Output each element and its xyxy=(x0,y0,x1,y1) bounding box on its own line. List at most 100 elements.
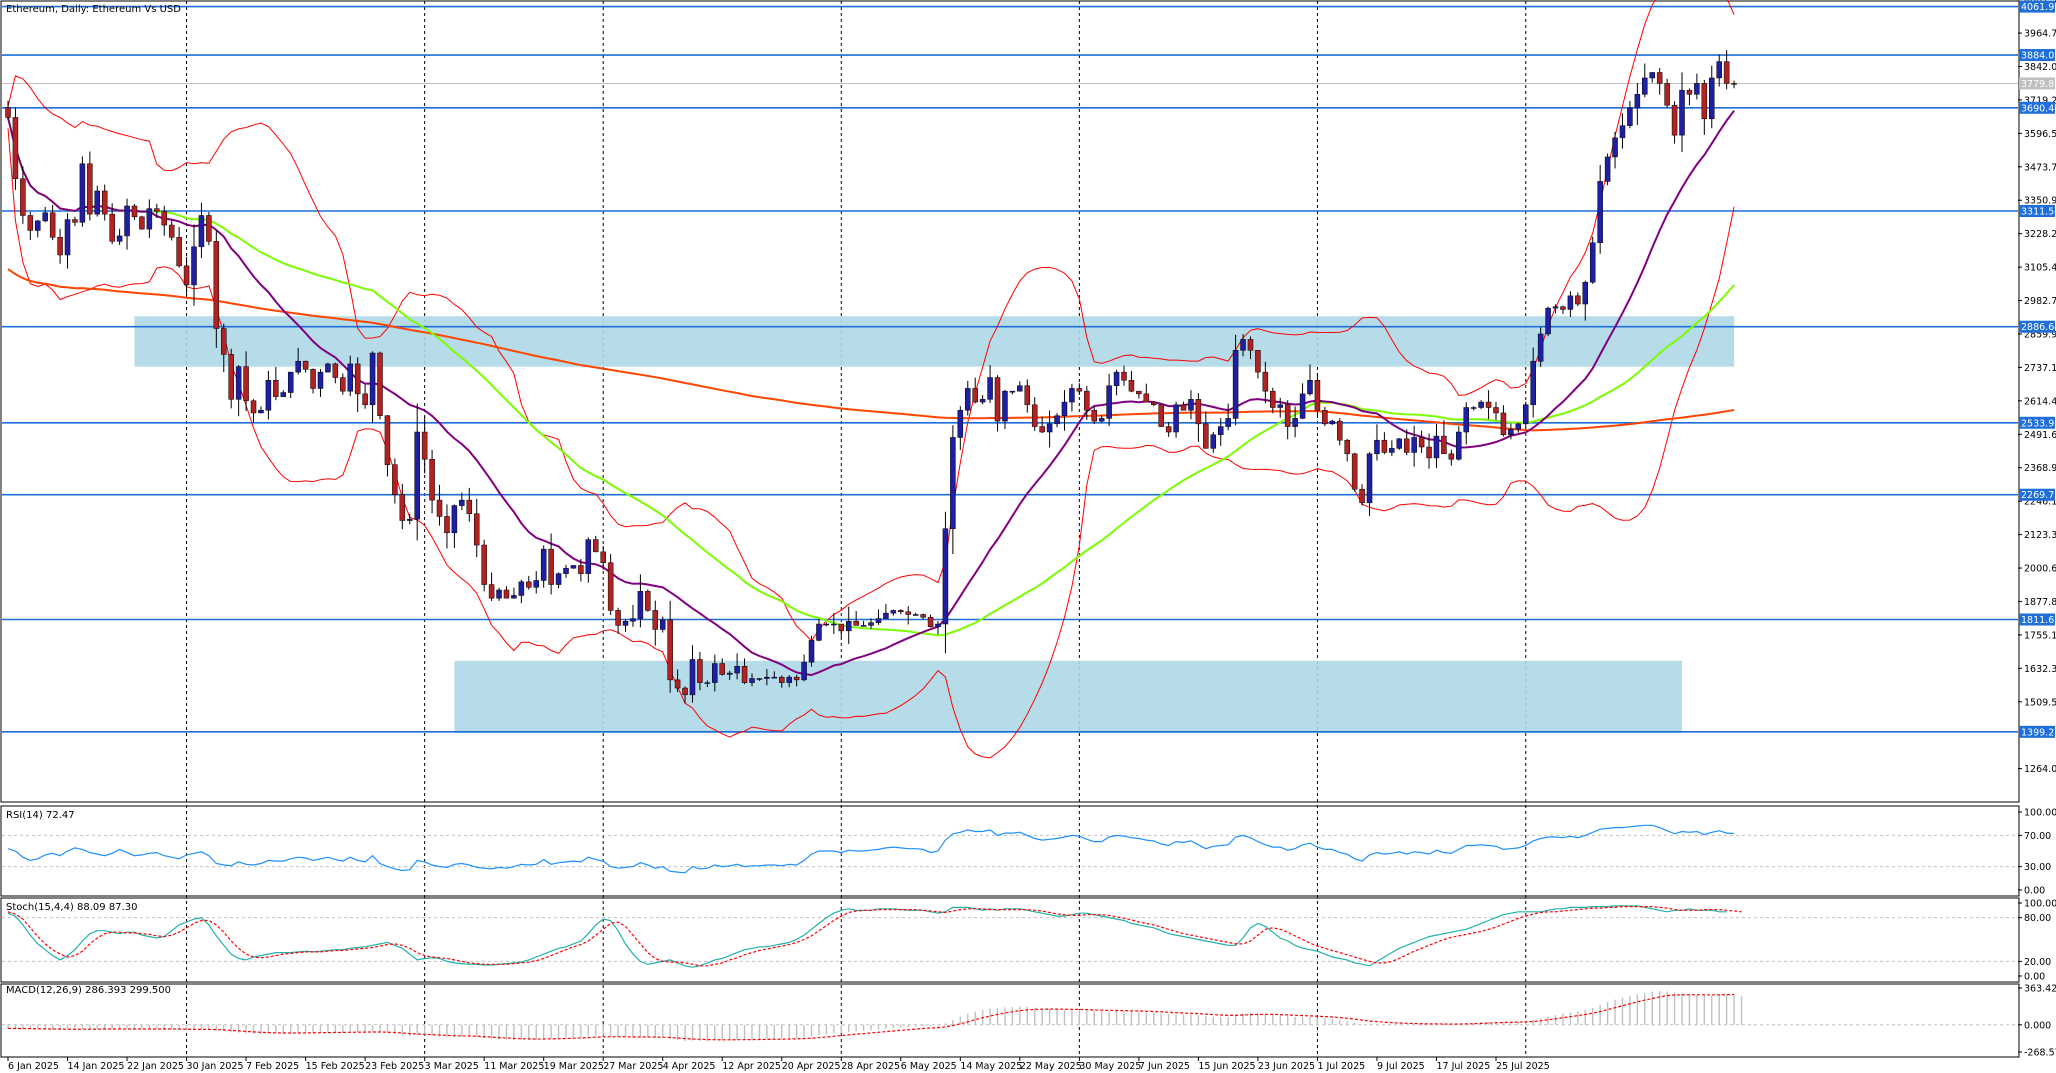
candle-down xyxy=(436,499,443,517)
price-tick-label: 1509.59 xyxy=(2024,697,2056,708)
price-tick-label: 2246.15 xyxy=(2024,497,2056,508)
level-label-box xyxy=(2019,488,2055,501)
panel-tick-label: -268.570 xyxy=(2024,1048,2056,1059)
price-tick-label: 3228.23 xyxy=(2024,229,2056,240)
time-tick-label: 9 Jul 2025 xyxy=(1377,1061,1425,1072)
candle-down xyxy=(1039,426,1045,433)
time-tick-label: 23 Feb 2025 xyxy=(365,1061,424,1072)
panel-tick-label: 100.00 xyxy=(2024,899,2056,910)
current-price-box xyxy=(2019,77,2055,90)
candle-up xyxy=(1389,448,1395,453)
time-tick-label: 6 Jan 2025 xyxy=(8,1061,59,1072)
candle-up xyxy=(987,377,993,400)
time-tick-label: 14 May 2025 xyxy=(960,1061,1022,1072)
time-tick-label: 14 Jan 2025 xyxy=(68,1061,125,1072)
candle-up xyxy=(235,366,242,400)
candle-up xyxy=(1716,61,1722,79)
candle-down xyxy=(20,178,26,216)
candle-down xyxy=(392,464,398,495)
candle-up xyxy=(280,392,287,397)
candle-down xyxy=(429,459,435,501)
candle-down xyxy=(101,190,108,215)
price-zone xyxy=(134,316,1735,367)
candle-up xyxy=(414,431,420,520)
candle-up xyxy=(1366,453,1373,504)
candle-down xyxy=(674,679,681,689)
candle-up xyxy=(1299,393,1306,419)
level-price-labels: 4061.96 3884.06 3690.44 3311.50 2886.64 2533.… xyxy=(2019,0,2056,738)
candle-down xyxy=(302,360,309,370)
price-zone xyxy=(454,660,1682,733)
period-separators xyxy=(186,1,1527,1057)
candle-up xyxy=(64,219,71,256)
candle-up xyxy=(1537,333,1544,362)
panel-tick-label: 0.000 xyxy=(2024,1020,2051,1031)
candle-up xyxy=(1530,360,1536,406)
candle-down xyxy=(466,499,473,514)
candle-up xyxy=(1396,438,1403,449)
candle-down xyxy=(340,377,346,392)
candle-up xyxy=(585,539,592,574)
time-tick-label: 4 Apr 2025 xyxy=(663,1061,716,1072)
time-tick-label: 25 Jul 2025 xyxy=(1496,1061,1550,1072)
candle-down xyxy=(72,219,78,223)
candle-up xyxy=(1046,423,1053,433)
candle-down xyxy=(994,377,1001,422)
panel-series-line xyxy=(7,905,1727,968)
candle-down xyxy=(1203,423,1209,449)
candle-up xyxy=(786,676,792,683)
candle-up xyxy=(1217,426,1224,435)
candle-up xyxy=(734,666,740,674)
candle-down xyxy=(793,676,800,681)
candle-up xyxy=(1307,380,1313,395)
candle-up xyxy=(518,581,525,596)
candle-down xyxy=(206,215,212,242)
candle-down xyxy=(578,565,584,574)
candle-down xyxy=(615,610,621,626)
candle-down xyxy=(1731,83,1737,85)
candle-down xyxy=(1284,404,1291,427)
candle-up xyxy=(317,371,324,389)
candle-up xyxy=(875,618,882,623)
candle-down xyxy=(1701,83,1708,120)
price-tick-label: 2000.63 xyxy=(2024,564,2056,575)
level-label: 1811.63 xyxy=(2021,615,2056,626)
candle-up xyxy=(42,212,48,222)
candle-up xyxy=(1411,437,1417,453)
candle-down xyxy=(473,513,480,546)
level-label: 1399.21 xyxy=(2021,727,2056,738)
candle-down xyxy=(853,621,859,626)
candle-up xyxy=(950,437,956,529)
chart-title: Ethereum, Daily: Ethereum Vs USD xyxy=(6,4,181,15)
candle-down xyxy=(243,366,249,401)
candle-up xyxy=(1612,137,1618,158)
candle-up xyxy=(801,661,807,681)
time-axis: 6 Jan 2025 14 Jan 2025 22 Jan 2025 30 Jan 2… xyxy=(7,1057,1550,1072)
panel-series-line xyxy=(7,824,1735,874)
candle-up xyxy=(749,678,755,683)
macd-title: MACD(12,26,9) 286.393 299.500 xyxy=(6,985,171,996)
candle-down xyxy=(213,241,220,329)
candle-down xyxy=(898,610,904,613)
rsi-pane-frame xyxy=(0,805,2020,897)
candle-down xyxy=(1344,439,1350,455)
candle-up xyxy=(265,380,272,411)
candle-up xyxy=(1694,83,1700,95)
candle-up xyxy=(1017,385,1023,392)
candle-down xyxy=(920,614,926,618)
candle-up xyxy=(630,618,636,622)
panel-tick-label: 363.425 xyxy=(2024,984,2056,995)
candle-down xyxy=(600,551,606,564)
candle-up xyxy=(1582,281,1589,305)
candle-up xyxy=(94,190,101,215)
candle-down xyxy=(250,400,257,414)
candle-down xyxy=(57,237,63,256)
candle-up xyxy=(659,619,666,630)
price-tick-label: 1264.07 xyxy=(2024,764,2056,775)
time-tick-label: 3 Mar 2025 xyxy=(425,1061,479,1072)
candle-up xyxy=(1470,407,1477,409)
price-tick-label: 3105.47 xyxy=(2024,263,2056,274)
candle-down xyxy=(1195,399,1202,425)
